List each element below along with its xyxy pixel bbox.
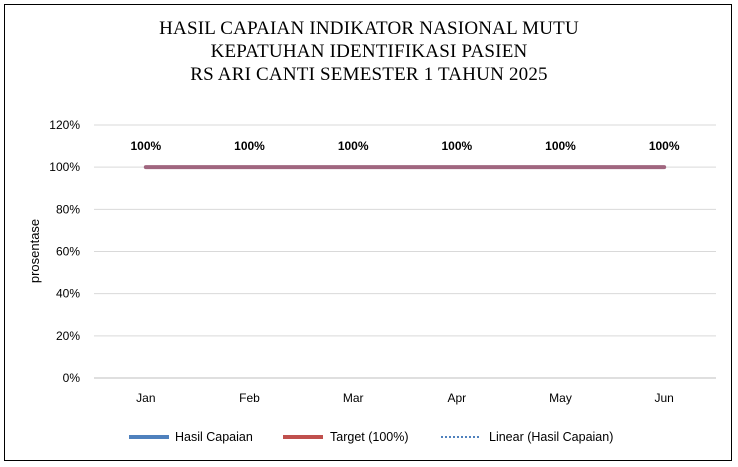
data-label: 100% xyxy=(234,139,265,153)
x-tick-label: Jun xyxy=(654,391,673,405)
x-tick-label: Mar xyxy=(343,391,364,405)
legend-label: Linear (Hasil Capaian) xyxy=(489,430,613,444)
data-labels: 100% 100% 100% 100% 100% 100% xyxy=(130,139,679,153)
chart-title-line-2: KEPATUHAN IDENTIFIKASI PASIEN xyxy=(210,41,528,62)
y-tick-label: 20% xyxy=(56,329,80,343)
legend-label: Hasil Capaian xyxy=(175,430,253,444)
x-tick-label: Feb xyxy=(239,391,260,405)
chart-title-line-1: HASIL CAPAIAN INDIKATOR NASIONAL MUTU xyxy=(159,18,579,39)
data-label: 100% xyxy=(441,139,472,153)
chart-frame xyxy=(4,4,732,461)
chart-title-line-3: RS ARI CANTI SEMESTER 1 TAHUN 2025 xyxy=(190,64,548,85)
y-tick-label: 80% xyxy=(56,202,80,216)
y-tick-label: 100% xyxy=(49,160,80,174)
x-tick-label: Apr xyxy=(447,391,466,405)
y-axis-ticks: 0% 20% 40% 60% 80% 100% 120% xyxy=(49,118,80,385)
legend: Hasil Capaian Target (100%) Linear (Hasil … xyxy=(129,430,613,444)
data-label: 100% xyxy=(338,139,369,153)
y-axis-label: prosentase xyxy=(27,219,42,283)
data-label: 100% xyxy=(649,139,680,153)
gridlines xyxy=(94,124,716,379)
x-tick-label: May xyxy=(549,391,572,405)
y-tick-label: 60% xyxy=(56,245,80,259)
data-label: 100% xyxy=(545,139,576,153)
x-tick-label: Jan xyxy=(136,391,155,405)
x-axis-ticks: Jan Feb Mar Apr May Jun xyxy=(136,391,674,405)
legend-label: Target (100%) xyxy=(330,430,409,444)
y-tick-label: 40% xyxy=(56,287,80,301)
y-tick-label: 0% xyxy=(63,371,81,385)
data-label: 100% xyxy=(130,139,161,153)
y-tick-label: 120% xyxy=(49,118,80,132)
